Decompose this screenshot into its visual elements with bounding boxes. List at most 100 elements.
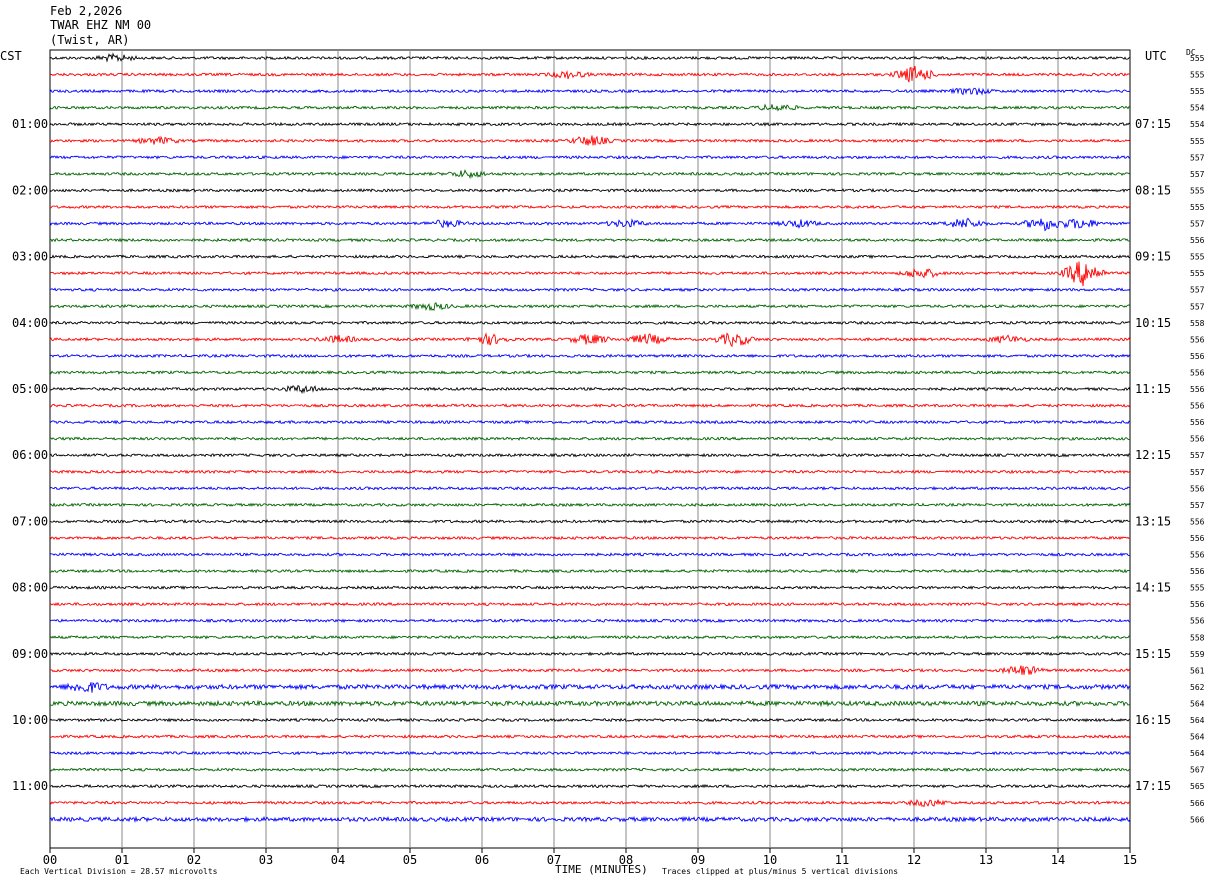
utc-hour-label: 15:15 [1135,647,1171,661]
cst-hour-label: 02:00 [12,183,48,197]
dc-offset: 556 [1190,236,1205,245]
dc-offset: 567 [1190,766,1205,775]
trace-row-18 [49,353,1131,359]
dc-offset: 557 [1190,451,1205,460]
trace-row-35 [49,634,1131,640]
utc-hour-label: 12:15 [1135,448,1171,462]
trace-row-27 [49,502,1131,508]
cst-hour-label: 05:00 [12,382,48,396]
trace-row-28 [50,518,1131,524]
x-tick-label: 14 [1051,853,1065,867]
dc-offset: 555 [1190,71,1205,80]
x-tick-label: 03 [259,853,273,867]
dc-offset: 558 [1190,633,1205,642]
utc-hour-labels: 07:15 08:15 09:15 10:15 11:15 12:15 13:15 14:15… [1135,117,1171,793]
utc-label: UTC [1145,49,1167,63]
trace-row-9 [49,204,1131,210]
date-label: Feb 2,2026 [50,4,123,18]
dc-offset: 556 [1190,402,1205,411]
trace-row-4 [49,121,1131,127]
cst-hour-label: 09:00 [12,647,48,661]
x-tick-label: 11 [835,853,849,867]
dc-offset: 556 [1190,418,1205,427]
seismic-traces [49,52,1131,823]
dc-offset: 564 [1190,716,1205,725]
x-axis-ticks: 00 01 02 03 04 05 06 07 08 09 10 11 12 13 14 15 [43,848,1137,867]
dc-offset: 554 [1190,120,1205,129]
trace-row-5 [49,135,1131,146]
x-tick-label: 01 [115,853,129,867]
cst-label: CST [0,49,22,63]
dc-offset: 564 [1190,733,1205,742]
utc-hour-label: 11:15 [1135,382,1171,396]
trace-row-25 [49,469,1131,475]
x-tick-label: 00 [43,853,57,867]
dc-offset: 556 [1190,600,1205,609]
trace-row-34 [49,618,1131,624]
clip-note: Traces clipped at plus/minus 5 vertical … [662,867,899,876]
dc-offset: 562 [1190,683,1205,692]
dc-offset: 557 [1190,153,1205,162]
dc-offset: 556 [1190,567,1205,576]
dc-offset: 556 [1190,484,1205,493]
dc-offset: 557 [1190,501,1205,510]
trace-row-15 [49,302,1131,311]
trace-row-14 [49,287,1131,293]
trace-row-0 [49,52,1131,63]
trace-row-23 [49,436,1131,442]
trace-row-43 [49,767,1131,773]
cst-hour-label: 11:00 [12,779,48,793]
dc-offset: 559 [1190,650,1205,659]
trace-row-24 [49,452,1131,458]
trace-row-7 [49,169,1131,180]
trace-row-45 [49,798,1131,808]
trace-row-46 [49,815,1131,823]
x-tick-label: 10 [763,853,777,867]
utc-hour-label: 10:15 [1135,316,1171,330]
utc-hour-label: 13:15 [1135,514,1171,528]
trace-row-6 [49,154,1131,160]
cst-hour-labels: 01:00 02:00 03:00 04:00 05:00 06:00 07:00 08:00… [12,117,48,793]
dc-offset: 561 [1190,666,1205,675]
trace-row-33 [49,601,1131,607]
dc-offset: 555 [1190,203,1205,212]
dc-offset: 556 [1190,335,1205,344]
dc-label: DC [1186,48,1196,57]
cst-hour-label: 10:00 [12,713,48,727]
x-tick-label: 08 [619,853,633,867]
trace-row-2 [49,87,1131,96]
trace-row-32 [49,585,1131,591]
location-label: (Twist, AR) [50,33,130,47]
trace-row-22 [49,419,1131,425]
trace-row-31 [49,568,1130,574]
x-axis-title: TIME (MINUTES) [555,863,648,876]
plot-frame [49,49,1131,849]
utc-hour-label: 08:15 [1135,183,1171,197]
utc-hour-label: 14:15 [1135,581,1171,595]
trace-row-40 [49,717,1131,723]
dc-offset: 556 [1190,435,1205,444]
trace-row-16 [49,320,1131,326]
dc-offset: 555 [1190,584,1205,593]
utc-hour-label: 17:15 [1135,779,1171,793]
cst-hour-label: 08:00 [12,581,48,595]
cst-hour-label: 03:00 [12,250,48,264]
trace-row-41 [49,734,1131,739]
dc-offset: 564 [1190,749,1205,758]
dc-offset: 557 [1190,302,1205,311]
utc-hour-label: 07:15 [1135,117,1171,131]
dc-offset: 557 [1190,170,1205,179]
dc-offset: 556 [1190,368,1205,377]
trace-row-42 [49,750,1131,756]
trace-row-13 [49,261,1131,287]
x-tick-label: 02 [187,853,201,867]
dc-offset: 556 [1190,517,1205,526]
scale-note: Each Vertical Division = 28.57 microvolt… [20,867,218,876]
cst-hour-label: 04:00 [12,316,48,330]
dc-offset: 555 [1190,87,1205,96]
dc-offset: 556 [1190,352,1205,361]
trace-row-12 [50,254,1131,260]
grid-lines [49,49,1131,849]
dc-offset: 554 [1190,104,1205,113]
